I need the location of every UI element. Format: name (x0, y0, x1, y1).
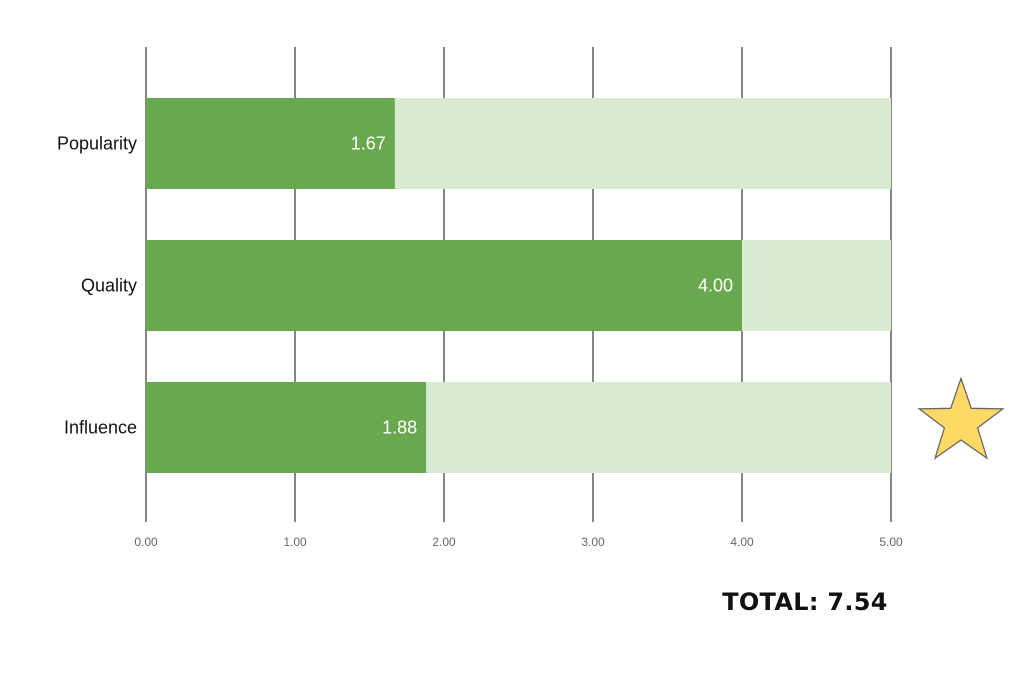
star-icon (917, 376, 1005, 460)
bar-popularity (146, 98, 395, 189)
x-tick-label-4: 4.00 (730, 535, 754, 549)
category-label-influence: Influence (64, 418, 137, 438)
bar-quality (146, 240, 742, 331)
x-tick-label-1: 1.00 (283, 535, 307, 549)
category-label-popularity: Popularity (57, 134, 137, 154)
category-labels: Popularity Quality Influence (57, 134, 137, 438)
bar-influence (146, 382, 427, 473)
value-label-quality: 4.00 (698, 276, 733, 296)
value-label-influence: 1.88 (382, 418, 417, 438)
x-axis-tick-labels: 0.00 1.00 2.00 3.00 4.00 5.00 (134, 535, 903, 549)
x-tick-label-5: 5.00 (879, 535, 903, 549)
total-score: TOTAL: 7.54 (722, 588, 888, 616)
category-label-quality: Quality (81, 276, 137, 296)
x-tick-label-2: 2.00 (432, 535, 456, 549)
x-tick-label-0: 0.00 (134, 535, 158, 549)
value-label-popularity: 1.67 (351, 134, 386, 154)
highlight-marker (917, 376, 1005, 460)
bars (146, 98, 742, 473)
x-tick-label-3: 3.00 (581, 535, 605, 549)
value-labels: 1.67 4.00 1.88 (351, 134, 733, 438)
